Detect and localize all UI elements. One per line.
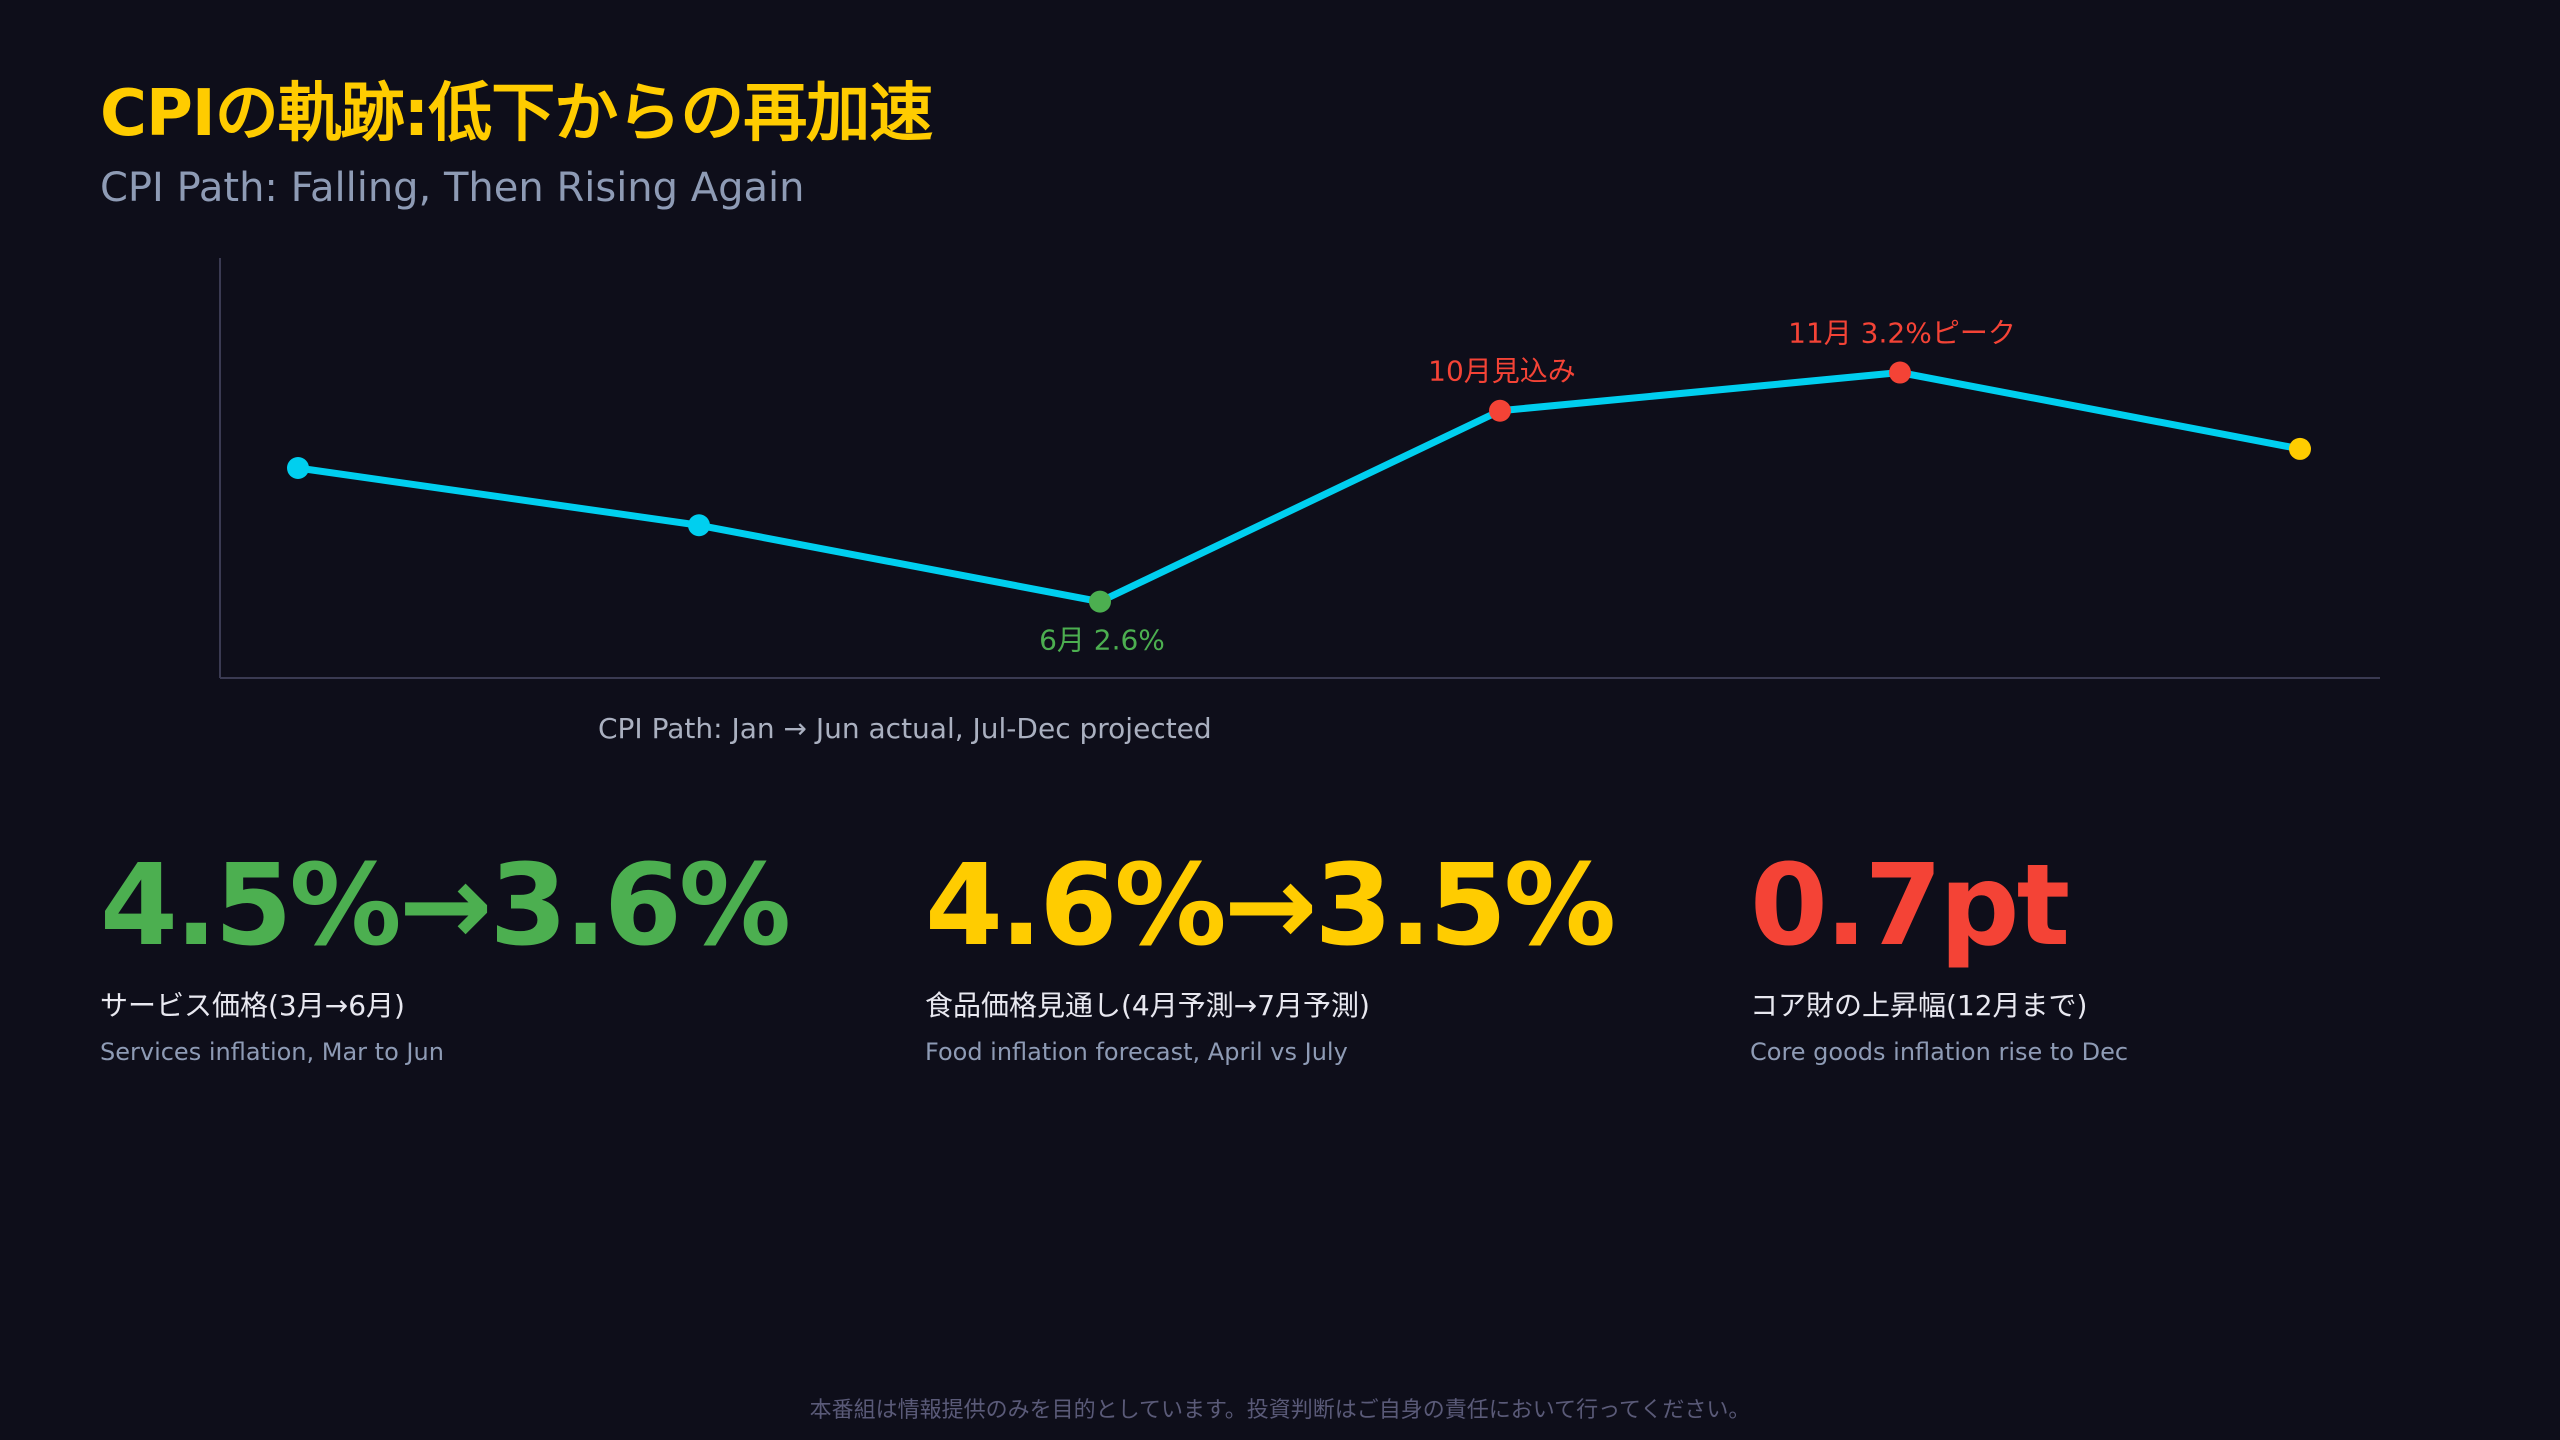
data-point-dec <box>2289 437 2311 460</box>
data-label: 11月 3.2%ピーク <box>1788 317 2016 350</box>
data-point-oct <box>1489 399 1511 422</box>
stat-food: 4.6%→3.5% 食品価格見通し(4月予測→7月予測) Food inflat… <box>925 841 1616 1066</box>
stat-core-goods: 0.7pt コア財の上昇幅(12月まで) Core goods inflatio… <box>1750 850 2128 1066</box>
stat-value: 4.5%→3.6% <box>100 841 791 971</box>
data-label: 10月見込み <box>1428 355 1576 388</box>
data-point-nov <box>1889 361 1911 384</box>
stat-services: 4.5%→3.6% サービス価格(3月→6月) Services inflati… <box>100 841 791 1066</box>
stat-label: コア財の上昇幅(12月まで) <box>1750 989 2088 1022</box>
stat-value: 0.7pt <box>1750 841 2070 971</box>
stat-sub: Services inflation, Mar to Jun <box>100 1038 444 1066</box>
stat-sub: Core goods inflation rise to Dec <box>1750 1038 2129 1066</box>
data-point-jun <box>1089 590 1111 613</box>
data-point-jan <box>287 457 309 479</box>
data-point-mar <box>688 514 710 537</box>
data-label: 6月 2.6% <box>1039 624 1165 657</box>
stat-sub: Food inflation forecast, April vs July <box>925 1038 1348 1066</box>
stat-value: 4.6%→3.5% <box>925 841 1616 971</box>
series-line <box>294 369 2304 606</box>
stat-label: 食品価格見通し(4月予測→7月予測) <box>925 989 1370 1022</box>
page-title: CPIの軌跡:低下からの再加速 <box>100 77 933 151</box>
chart-caption: CPI Path: Jan → Jun actual, Jul-Dec proj… <box>598 712 1212 745</box>
page-subtitle: CPI Path: Falling, Then Rising Again <box>100 165 805 211</box>
disclaimer: 本番組は情報提供のみを目的としています。投資判断はご自身の責任において行ってくだ… <box>809 1398 1751 1423</box>
stat-label: サービス価格(3月→6月) <box>100 989 405 1022</box>
